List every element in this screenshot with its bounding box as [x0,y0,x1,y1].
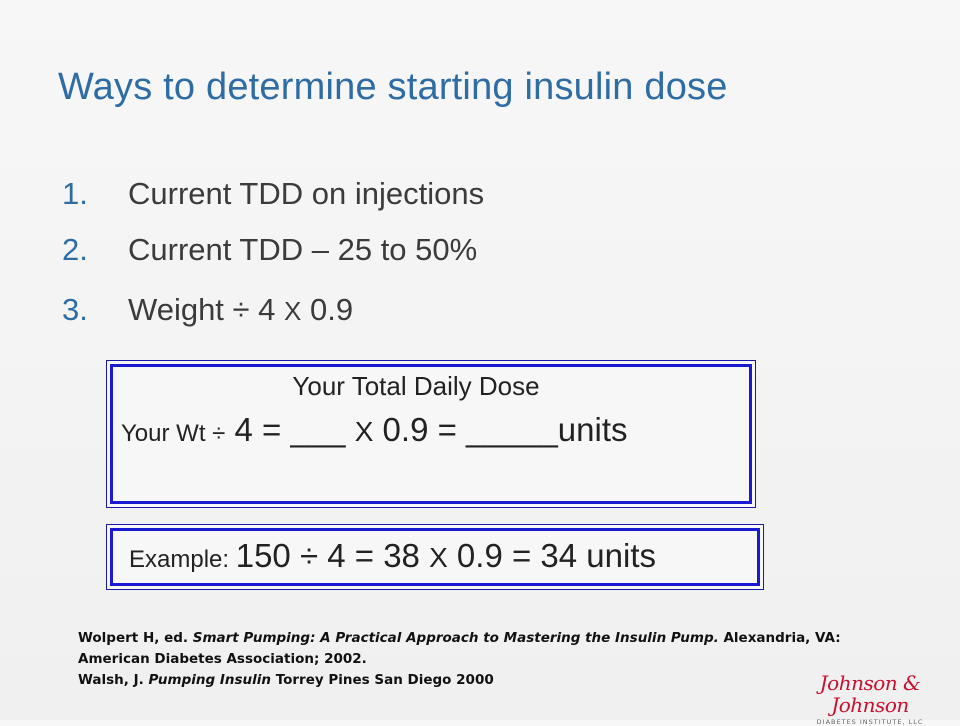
logo-wordmark: Johnson & Johnson [819,671,921,717]
box-inner-border [110,528,760,586]
list-number: 2. [62,232,88,267]
box-inner-border [110,364,752,504]
reference-text: Alexandria, VA: [718,630,841,646]
formula-part: 4 = ___ [225,411,355,448]
reference-line: American Diabetes Association; 2002. [78,651,367,667]
list-text: Current TDD on injections [128,176,485,211]
example-box: Example: 150 ÷ 4 = 38 X 0.9 = 34 units [106,524,764,590]
multiply-x: X [284,296,302,326]
formula-part: 0.9 = 34 units [447,537,656,574]
reference-title: Pumping Insulin [148,672,271,688]
list-text-part: 0.9 [301,292,354,327]
slide-title: Ways to determine starting insulin dose [58,66,728,108]
dose-formula: Your Wt ÷ 4 = ___ X 0.9 = _____units [121,411,628,449]
box-title: Your Total Daily Dose [292,371,540,401]
references: Wolpert H, ed. Smart Pumping: A Practica… [78,628,841,691]
list-number: 1. [62,176,88,211]
reference-line: Walsh, J. Pumping Insulin Torrey Pines S… [78,670,841,691]
formula-part: 150 ÷ 4 = 38 [235,537,430,574]
reference-line: Wolpert H, ed. Smart Pumping: A Practica… [78,628,841,649]
reference-text: Walsh, J. [78,672,149,688]
total-daily-dose-box: Your Total Daily Dose Your Wt ÷ 4 = ___ … [106,360,756,508]
list-text: Current TDD – 25 to 50% [128,232,478,267]
example-formula: Example: 150 ÷ 4 = 38 X 0.9 = 34 units [129,537,656,575]
example-prefix: Example: [129,546,236,573]
formula-part: 0.9 = _____units [373,411,628,448]
list-text: Weight ÷ 4 X 0.9 [128,292,353,328]
list-number: 3. [62,292,88,327]
reference-text: Torrey Pines San Diego 2000 [271,672,494,688]
multiply-x: X [354,416,374,447]
multiply-x: X [429,542,448,573]
reference-text: Wolpert H, ed. [78,630,193,646]
company-logo: Johnson & Johnson DIABETES INSTITUTE, LL… [796,672,944,726]
formula-prefix: Your Wt [121,420,213,447]
reference-title: Smart Pumping: A Practical Approach to M… [192,630,719,646]
list-text-part: Weight ÷ 4 [128,292,285,327]
logo-subtitle: DIABETES INSTITUTE, LLC [816,718,924,726]
divide-sign: ÷ [212,420,226,447]
